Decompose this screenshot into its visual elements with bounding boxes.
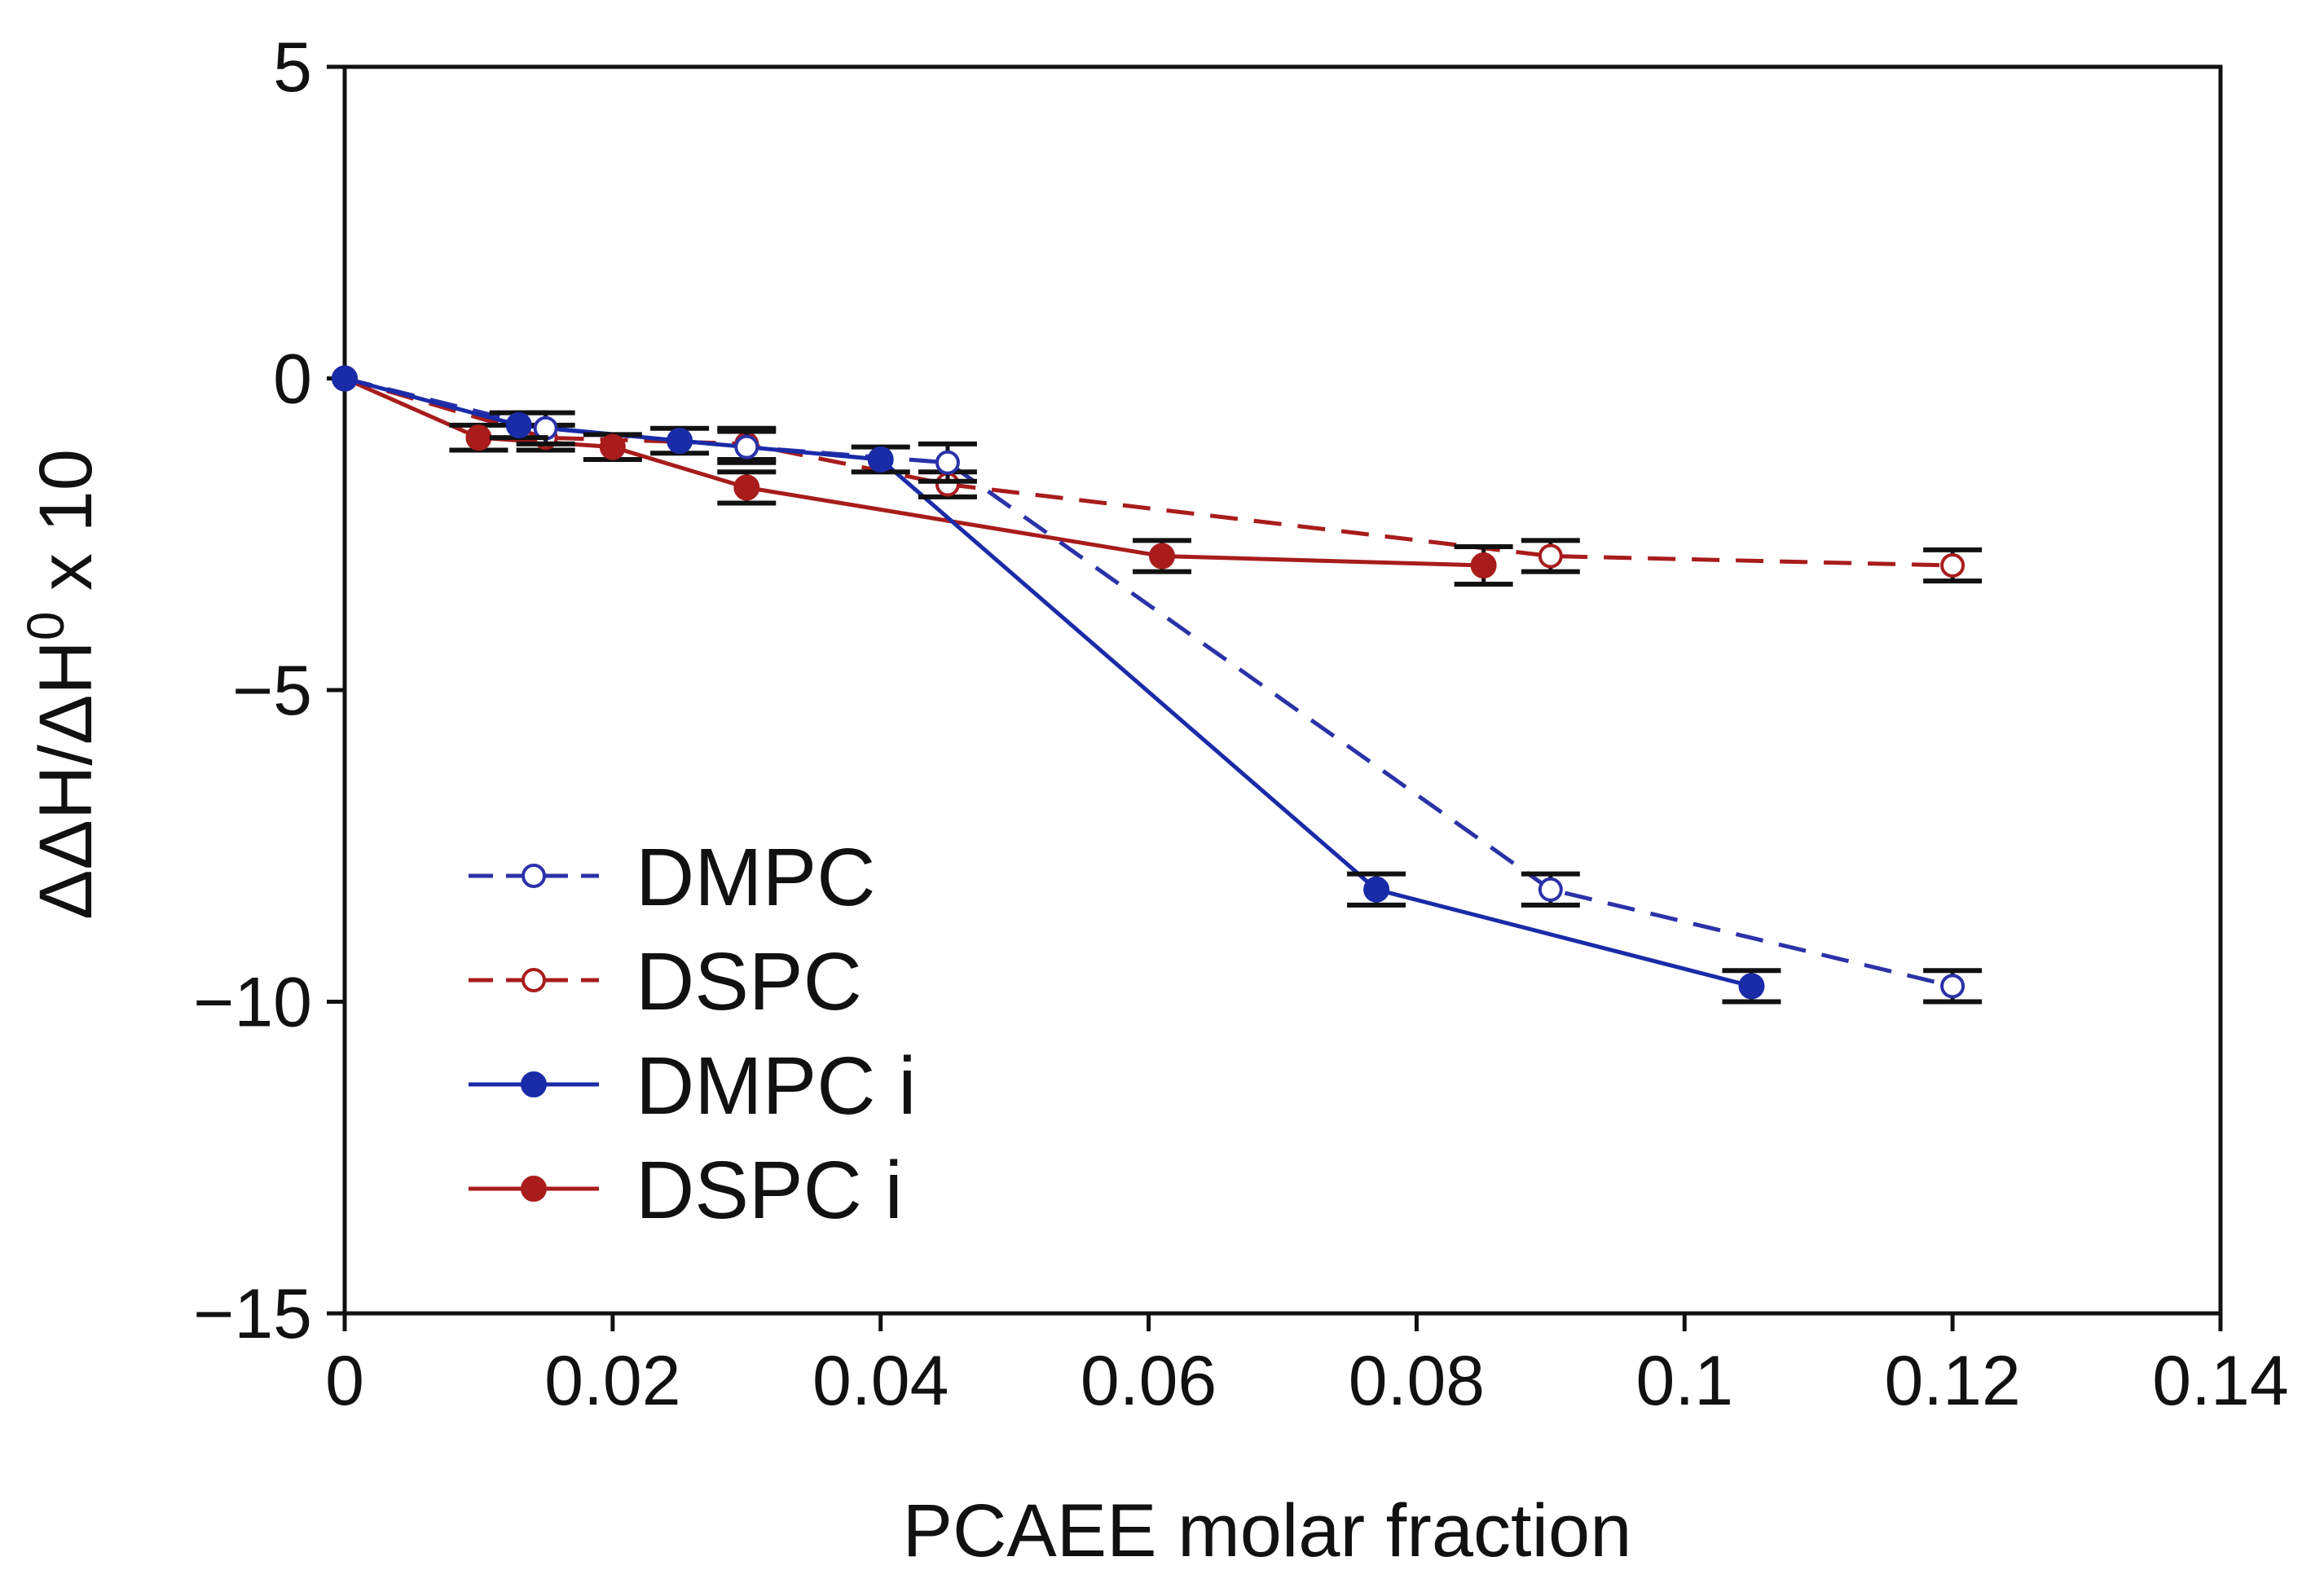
data-point (1149, 543, 1176, 570)
legend-item-dspc-i: DSPC i (469, 1145, 903, 1236)
x-tick-label: 0.14 (2152, 1342, 2288, 1420)
data-point (1940, 974, 1965, 999)
legend-label: DMPC (636, 832, 875, 923)
data-point (1738, 973, 1765, 1000)
x-tick-label: 0.04 (812, 1342, 949, 1420)
legend-label: DMPC i (636, 1040, 916, 1132)
legend-item-dspc: DSPC (469, 936, 862, 1027)
data-point (332, 365, 358, 392)
data-point (867, 446, 894, 473)
data-point (734, 434, 759, 460)
y-tick-label: 0 (273, 341, 312, 419)
series-layer (332, 365, 1983, 1005)
y-tick-label: −10 (193, 964, 312, 1042)
legend-item-dmpc: DMPC (469, 832, 875, 923)
markers-dmpc-i (332, 365, 1781, 1005)
series-dspc-i (343, 376, 1484, 568)
data-point (935, 450, 960, 475)
legend-item-dmpc-i: DMPC i (469, 1040, 916, 1132)
markers-dmpc (332, 366, 1983, 1005)
data-point (1538, 543, 1563, 569)
legend-marker (521, 1176, 547, 1202)
y-axis-title: ΔΔH/ΔH0 x 10 (16, 449, 108, 920)
data-point (1470, 552, 1497, 578)
x-tick-label: 0.02 (544, 1342, 680, 1420)
y-axis-title-suffix: x 10 (24, 449, 108, 611)
data-point (465, 424, 492, 451)
x-tick-label: 0.08 (1349, 1342, 1485, 1420)
x-tick-label: 0.1 (1636, 1342, 1734, 1420)
y-tick-label: 5 (273, 29, 312, 107)
series-dmpc (344, 376, 1953, 988)
data-point (733, 474, 760, 501)
legend: DMPC DSPC DMPC i DSPC i (469, 832, 916, 1236)
plot-frame (342, 64, 2223, 1316)
data-point (1538, 877, 1563, 902)
markers-dspc-i (332, 365, 1513, 587)
y-tick-label: −5 (232, 652, 312, 730)
series-dmpc-i (344, 376, 1753, 988)
y-axis-title-superscript: 0 (16, 612, 75, 641)
x-tick-label: 0 (325, 1342, 364, 1420)
legend-marker (522, 968, 546, 992)
legend-marker (522, 864, 546, 888)
data-point (667, 428, 693, 454)
series-line-dmpc (344, 376, 1953, 988)
series-dspc (344, 376, 1953, 568)
series-line-dmpc-i (344, 376, 1753, 988)
x-tick-label: 0.12 (1884, 1342, 2020, 1420)
series-line-dspc (344, 376, 1953, 568)
data-point (599, 433, 626, 460)
y-tick-label: −15 (193, 1275, 312, 1353)
data-point (505, 411, 532, 438)
series-line-dspc-i (343, 376, 1484, 568)
data-point (1940, 553, 1965, 578)
x-axis-title: PCAEE molar fraction (903, 1489, 1632, 1572)
axes: 0 0.02 0.04 0.06 0.08 0.1 0.12 0.14 5 0 −5 −10 −15 (193, 29, 2289, 1420)
data-point (1363, 876, 1390, 903)
x-tick-label: 0.06 (1081, 1342, 1217, 1420)
legend-label: DSPC i (636, 1145, 903, 1236)
y-axis-title-main: ΔΔH/ΔH (24, 640, 108, 920)
legend-marker (521, 1071, 547, 1097)
legend-label: DSPC (636, 936, 862, 1027)
